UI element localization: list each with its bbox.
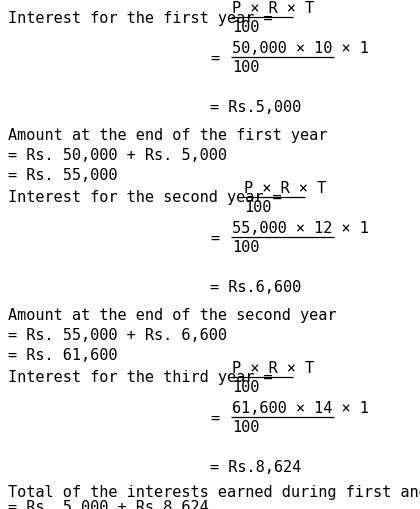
Text: = Rs. 61,600: = Rs. 61,600 [8,347,118,362]
Text: 100: 100 [232,419,260,434]
Text: Amount at the end of the second year: Amount at the end of the second year [8,307,336,322]
Text: =: = [210,410,219,425]
Text: 100: 100 [232,379,260,394]
Text: Interest for the second year =: Interest for the second year = [8,190,282,205]
Text: Total of the interests earned during first and third years: Total of the interests earned during fir… [8,484,420,499]
Text: = Rs. 55,000: = Rs. 55,000 [8,167,118,183]
Text: 100: 100 [232,240,260,254]
Text: =: = [210,230,219,245]
Text: =: = [210,50,219,65]
Text: = Rs.5,000: = Rs.5,000 [210,100,301,115]
Text: 100: 100 [232,20,260,35]
Text: = Rs.8,624: = Rs.8,624 [210,459,301,474]
Text: 55,000 × 12 × 1: 55,000 × 12 × 1 [232,220,369,236]
Text: Amount at the end of the first year: Amount at the end of the first year [8,128,327,143]
Text: = Rs. 55,000 + Rs. 6,600: = Rs. 55,000 + Rs. 6,600 [8,327,227,343]
Text: P × R × T: P × R × T [232,1,314,16]
Text: Interest for the third year =: Interest for the third year = [8,370,273,385]
Text: 100: 100 [232,60,260,75]
Text: P × R × T: P × R × T [244,181,326,195]
Text: = Rs.6,600: = Rs.6,600 [210,279,301,294]
Text: P × R × T: P × R × T [232,360,314,375]
Text: Interest for the first year =: Interest for the first year = [8,11,273,25]
Text: = Rs. 50,000 + Rs. 5,000: = Rs. 50,000 + Rs. 5,000 [8,148,227,163]
Text: = Rs. 5,000 + Rs.8,624: = Rs. 5,000 + Rs.8,624 [8,499,209,509]
Text: 61,600 × 14 × 1: 61,600 × 14 × 1 [232,400,369,415]
Text: 100: 100 [244,200,271,215]
Text: 50,000 × 10 × 1: 50,000 × 10 × 1 [232,41,369,56]
